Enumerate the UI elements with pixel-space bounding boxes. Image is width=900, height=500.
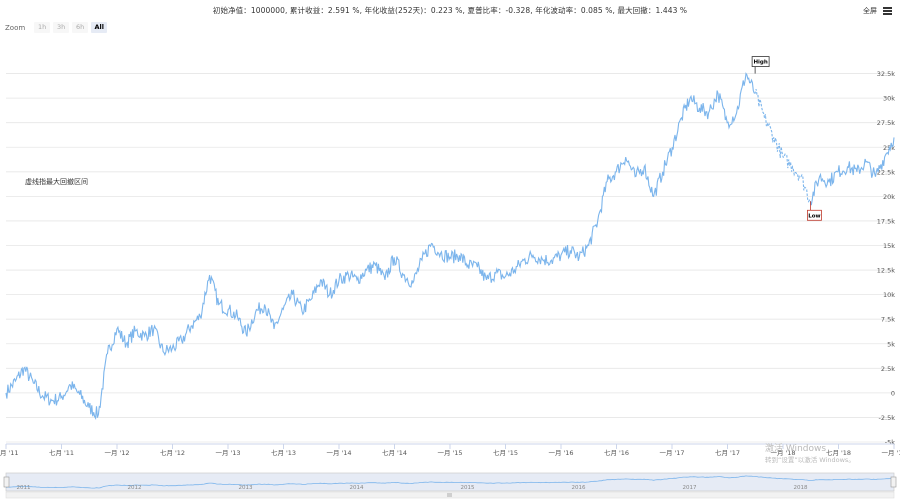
chart-title: 初始净值：1000000, 累计收益：2.591 %, 年化收益(252天)：0… xyxy=(212,6,688,15)
drawdown-dashed-line xyxy=(754,89,811,203)
navigator-right-handle xyxy=(890,476,897,488)
flag-label: High xyxy=(753,60,767,66)
y-tick-label: 7.5k xyxy=(881,316,895,324)
zoom-button-all[interactable]: All xyxy=(91,22,108,33)
zoom-label: Zoom xyxy=(5,23,26,32)
x-tick-label: 一月 '17 xyxy=(659,449,684,457)
navigator-year-label: 2018 xyxy=(794,485,808,491)
x-tick-label: 一月 '15 xyxy=(437,449,462,457)
navigator-year-label: 2016 xyxy=(572,485,586,491)
x-tick-label: 一月 '19 xyxy=(881,449,900,457)
y-tick-label: 15k xyxy=(883,242,895,250)
y-tick-label: 22.5k xyxy=(877,168,895,176)
zoom-button-3h[interactable]: 3h xyxy=(53,22,70,33)
hamburger-menu-icon xyxy=(883,7,892,15)
scrollbar-grip xyxy=(447,493,452,497)
x-tick-label: 七月 '16 xyxy=(604,448,629,457)
navigator-year-label: 2014 xyxy=(350,485,364,491)
navigator-year-label: 2013 xyxy=(239,485,253,491)
x-tick-label: 七月 '17 xyxy=(715,448,740,457)
y-tick-label: 12.5k xyxy=(877,267,895,275)
x-tick-label: 七月 '12 xyxy=(160,448,185,457)
y-tick-label: 0 xyxy=(891,389,895,397)
grid-lines xyxy=(6,73,894,443)
x-tick-label: 一月 '14 xyxy=(326,449,351,457)
series-line xyxy=(809,137,895,206)
x-tick-label: 一月 '18 xyxy=(770,449,795,457)
x-tick-label: 七月 '15 xyxy=(493,448,518,457)
fullscreen-menu-button[interactable]: 全屏 xyxy=(863,6,892,16)
y-tick-label: 32.5k xyxy=(877,70,895,78)
x-axis: 一月 '11 七月 '11 一月 '12 七月 '12 一月 '13 七月 '13 一月 '… xyxy=(0,443,900,457)
zoom-button-1h[interactable]: 1h xyxy=(34,22,51,33)
x-tick-label: 一月 '13 xyxy=(215,449,240,457)
x-tick-label: 七月 '11 xyxy=(49,448,74,457)
watermark-line-2: 转到“设置”以激活 Windows。 xyxy=(765,456,855,464)
y-tick-label: 17.5k xyxy=(877,217,895,225)
navigator-year-label: 2015 xyxy=(461,485,475,491)
navigator-year-label: 2011 xyxy=(17,485,31,491)
x-tick-label: 一月 '16 xyxy=(548,449,573,457)
y-tick-label: -2.5k xyxy=(879,414,896,422)
y-tick-label: 30k xyxy=(883,95,895,103)
y-axis-labels: -5k -2.5k 0 2.5k 5k 7.5k 10k 12.5k 15k 17.5k 20k 22… xyxy=(877,70,895,446)
fullscreen-label: 全屏 xyxy=(863,7,877,15)
low-flag xyxy=(807,209,822,221)
flag-label: Low xyxy=(808,213,820,219)
x-tick-label: 一月 '11 xyxy=(0,449,19,457)
x-tick-label: 七月 '18 xyxy=(826,448,851,457)
navigator-series xyxy=(5,475,895,489)
windows-watermark: 激活 Windows 转到“设置”以激活 Windows。 xyxy=(765,444,855,466)
flags: High Low xyxy=(751,56,822,221)
navigator-year-label: 2017 xyxy=(683,485,697,491)
y-tick-label: -5k xyxy=(885,439,895,447)
zoom-button-6h[interactable]: 6h xyxy=(72,22,89,33)
navigator-year-label: 2012 xyxy=(128,485,142,491)
x-tick-label: 七月 '13 xyxy=(271,448,296,457)
y-tick-label: 10k xyxy=(883,291,895,299)
series-line xyxy=(5,72,755,420)
watermark-line-1: 激活 Windows xyxy=(765,444,827,454)
x-tick-label: 七月 '14 xyxy=(382,448,407,457)
drawdown-annotation: 虚线指最大回撤区间 xyxy=(25,178,88,186)
y-tick-label: 2.5k xyxy=(881,365,895,373)
navigator-left-handle xyxy=(3,476,10,488)
y-tick-label: 20k xyxy=(883,193,895,201)
x-tick-label: 一月 '12 xyxy=(104,449,129,457)
zoom-bar: Zoom 1h 3h 6h All xyxy=(5,22,108,33)
navigator[interactable]: 2011 2012 2013 2014 2015 2016 2017 2018 xyxy=(3,472,897,499)
high-flag xyxy=(751,56,770,67)
series-lines xyxy=(5,72,895,420)
y-tick-label: 27.5k xyxy=(877,119,895,127)
y-tick-label: 5k xyxy=(887,340,895,348)
